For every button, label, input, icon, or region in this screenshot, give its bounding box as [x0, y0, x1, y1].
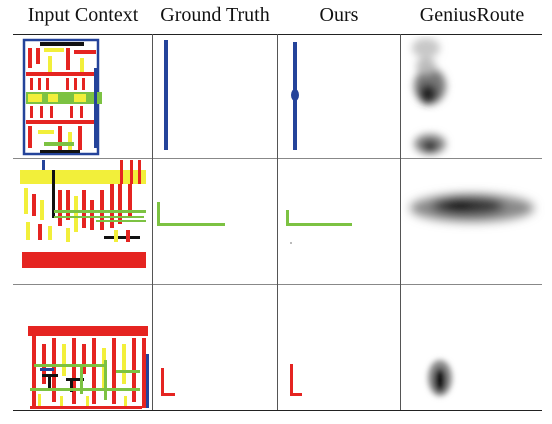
- column-header-ground-truth: Ground Truth: [160, 4, 270, 26]
- row2-input-context-image: [18, 160, 150, 272]
- column-divider-2: [277, 34, 278, 410]
- row3-input-context-image: [20, 324, 150, 410]
- column-header-geniusroute: GeniusRoute: [419, 4, 525, 26]
- column-divider-3: [400, 34, 401, 410]
- row2-ours-image: [280, 162, 396, 280]
- row2-ground-truth-image: [155, 162, 273, 280]
- column-divider-1: [152, 34, 153, 410]
- row2-geniusroute-heatmap: [402, 168, 548, 248]
- row1-input-context-image: [18, 38, 104, 156]
- row3-ours-image: [280, 360, 320, 400]
- row3-ground-truth-image: [155, 360, 195, 400]
- table-header: Input Context Ground Truth Ours GeniusRo…: [0, 0, 552, 34]
- row1-ours-image: [280, 38, 396, 156]
- row3-geniusroute-heatmap: [418, 352, 468, 406]
- column-header-input-context: Input Context: [27, 4, 139, 26]
- row1-ground-truth-image: [155, 38, 273, 156]
- table-rule-bottom: [13, 410, 542, 411]
- column-header-ours: Ours: [319, 4, 359, 26]
- row1-geniusroute-heatmap: [404, 36, 464, 158]
